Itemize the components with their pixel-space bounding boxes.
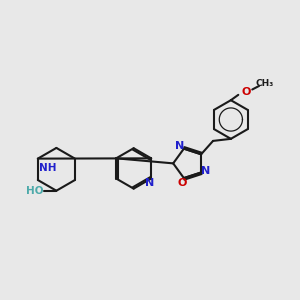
Text: CH₃: CH₃ <box>255 79 273 88</box>
Text: O: O <box>242 87 251 97</box>
Text: NH: NH <box>40 164 57 173</box>
Text: HO: HO <box>26 186 44 196</box>
Text: O: O <box>178 178 188 188</box>
Text: N: N <box>175 141 184 151</box>
Text: N: N <box>201 166 210 176</box>
Text: N: N <box>145 178 154 188</box>
